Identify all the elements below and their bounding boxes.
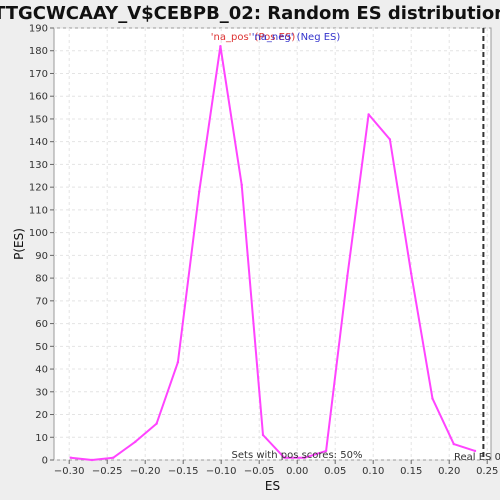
x-tick-label: 0.10 [362,466,384,477]
x-tick-label: 0.25 [476,466,498,477]
data-point [197,190,201,193]
na-pos-label: 'na_pos' (Pos ES) [211,32,296,43]
x-tick-label: −0.15 [168,466,199,477]
plot-area [53,27,492,461]
y-tick-label: 160 [29,92,48,103]
data-point [346,274,349,278]
y-tick-label: 100 [29,228,48,239]
sets-with-pos-scores-label: Sets with pos scores: 50% [232,450,363,461]
series-layer [69,44,477,462]
y-tick-label: 40 [35,365,48,376]
data-point [431,397,434,400]
y-tick-label: 130 [29,160,48,171]
y-tick-label: 140 [29,137,48,148]
y-tick-label: 10 [35,433,48,444]
grid [54,27,491,461]
x-tick-label: −0.30 [54,466,85,477]
data-point [367,113,370,116]
data-point [176,361,180,364]
y-tick-label: 190 [29,24,48,35]
x-tick-label: 0.20 [438,466,460,477]
data-point [473,449,477,453]
y-tick-label: 70 [35,296,48,307]
data-point [410,272,413,275]
x-axis-ticks: −0.30 −0.25 −0.20 −0.15 −0.10 −0.05 0.00 0.05 0.… [54,460,498,477]
y-tick-label: 180 [29,46,48,57]
y-tick-label: 60 [35,319,48,330]
data-point [388,138,392,141]
x-tick-label: 0.15 [400,466,422,477]
y-tick-label: 80 [35,274,48,285]
real-es-label: Real ES 0 [454,452,500,463]
y-tick-label: 170 [29,69,48,80]
data-point [112,456,115,459]
x-tick-label: 0.05 [324,466,346,477]
x-tick-label: −0.10 [206,466,237,477]
y-tick-label: 150 [29,114,48,125]
na-neg-label: 'na_neg' (Neg ES) [252,32,341,43]
data-point [240,183,243,187]
y-tick-label: 90 [35,251,48,262]
x-tick-label: −0.05 [244,466,275,477]
data-point [303,456,306,459]
data-point [69,456,72,459]
es-distribution-line [70,45,476,461]
data-point [283,456,286,459]
y-tick-label: 110 [29,205,48,216]
y-tick-label: 120 [29,183,48,194]
data-point [134,440,137,444]
x-tick-label: −0.25 [92,466,123,477]
data-point [324,449,328,453]
x-axis-label: ES [265,479,280,493]
data-point [452,442,455,446]
y-tick-label: 50 [35,342,48,353]
data-point [261,433,265,437]
y-tick-label: 30 [35,387,48,398]
data-point [90,458,94,462]
x-tick-label: 0.00 [286,466,308,477]
y-tick-label: 20 [35,410,48,421]
data-point [155,422,158,425]
x-tick-label: −0.20 [130,466,161,477]
y-axis-ticks: 0 10 20 30 40 50 60 70 80 90 100 110 120 130 140 150 160… [29,24,54,467]
chart-title: TTGCWCAAY_V$CEBPB_02: Random ES distribu… [0,3,500,24]
y-tick-label: 0 [42,456,48,467]
y-axis-label: P(ES) [12,228,26,260]
data-point [219,44,222,48]
